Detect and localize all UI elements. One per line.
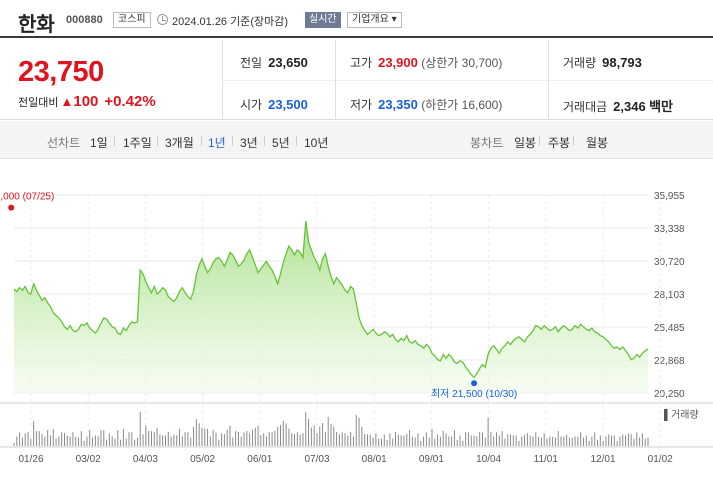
amount-label: 거래대금: [563, 100, 608, 114]
high-price: 고가 23,900 (상한가 30,700): [350, 54, 502, 71]
tab-3month[interactable]: 3개월: [165, 136, 194, 150]
x-tick-label: 12/01: [590, 454, 615, 465]
chart-period-tabs: 선차트 1일 1주일 3개월 1년 3년 5년 10년 봉차트 일봉 주봉 월봉: [0, 121, 713, 159]
current-price: 23,750: [18, 56, 104, 88]
high-label: 고가: [350, 56, 373, 70]
x-tick-label: 08/01: [362, 454, 387, 465]
market-badge: 코스피: [113, 12, 151, 28]
open-price: 시가 23,500: [240, 96, 308, 113]
divider: [232, 136, 233, 146]
line-chart-label: 선차트: [47, 136, 81, 150]
min-point-marker: [471, 380, 478, 387]
price-line: [13, 220, 649, 379]
trade-amount: 거래대금 2,346 백만: [563, 96, 673, 115]
divider: [157, 136, 158, 146]
divider: [201, 136, 202, 146]
divider: [573, 136, 574, 146]
prev-close: 전일 23,650: [240, 54, 308, 71]
max-label: 최고 34,000 (07/25): [0, 191, 54, 203]
change-value: 100: [73, 93, 99, 110]
x-tick-label: 06/01: [247, 454, 272, 465]
tab-5year[interactable]: 5년: [272, 136, 290, 150]
tab-1day[interactable]: 1일: [90, 136, 108, 150]
min-label: 최저 21,500 (10/30): [431, 388, 517, 400]
divider: [264, 136, 265, 146]
x-tick-label: 03/02: [76, 454, 101, 465]
x-tick-label: 10/04: [476, 454, 501, 465]
y-tick-label: 30,720: [654, 257, 685, 268]
x-tick-label: 11/01: [534, 454, 559, 465]
x-tick-label: 01/26: [18, 454, 43, 465]
y-tick-label: 33,338: [654, 224, 685, 235]
divider: [114, 136, 115, 146]
upper-limit: (상한가 30,700): [421, 56, 503, 70]
divider: [296, 136, 297, 146]
max-point-marker: [8, 204, 15, 211]
tab-daily-candle[interactable]: 일봉: [514, 136, 537, 150]
tab-monthly-candle[interactable]: 월봉: [586, 136, 609, 150]
base-date: 2024.01.26 기준(장마감): [172, 16, 289, 28]
tab-weekly-candle[interactable]: 주봉: [548, 136, 571, 150]
y-tick-label: 20,250: [654, 389, 685, 400]
stock-header: 한화 000880 코스피 2024.01.26 기준(장마감) 실시간 기업개…: [0, 0, 713, 38]
high-value: 23,900: [378, 55, 418, 70]
corp-info-dropdown[interactable]: 기업개요 ▾: [347, 12, 402, 28]
change-row: 전일대비 ▲100 +0.42%: [18, 93, 156, 110]
change-percent: +0.42%: [104, 93, 156, 110]
prev-value: 23,650: [268, 55, 308, 70]
lower-limit: (하한가 16,600): [421, 98, 503, 112]
tab-10year[interactable]: 10년: [304, 136, 329, 150]
volume: 거래량 98,793: [563, 54, 642, 71]
candle-chart-label: 봉차트: [470, 136, 504, 150]
low-price: 저가 23,350 (하한가 16,600): [350, 96, 502, 113]
divider: [539, 136, 540, 146]
y-tick-label: 25,485: [654, 323, 685, 334]
x-tick-label: 01/02: [648, 454, 673, 465]
price-chart-svg: 35,955 33,338 30,720 28,103 25,485 22,868 20,2…: [0, 191, 713, 465]
amount-unit: 백만: [649, 99, 673, 114]
volume-label: 거래량: [563, 56, 597, 70]
open-value: 23,500: [268, 97, 308, 112]
x-tick-label: 09/01: [419, 454, 444, 465]
tab-1week[interactable]: 1주일: [123, 136, 152, 150]
change-label: 전일대비: [18, 97, 59, 109]
price-summary: 23,750 전일대비 ▲100 +0.42% 전일 23,650 시가 23,500 …: [0, 40, 713, 120]
up-arrow-icon: ▲: [60, 94, 74, 109]
y-tick-label: 28,103: [654, 290, 685, 301]
volume-legend: ▌거래량: [664, 408, 699, 422]
price-chart: 35,955 33,338 30,720 28,103 25,485 22,868 20,2…: [0, 160, 713, 488]
divider: [548, 40, 549, 120]
realtime-button[interactable]: 실시간: [305, 12, 341, 28]
x-tick-label: 05/02: [190, 454, 215, 465]
volume-value: 98,793: [602, 55, 642, 70]
divider: [222, 80, 713, 81]
tab-3year[interactable]: 3년: [240, 136, 258, 150]
open-label: 시가: [240, 98, 263, 112]
tab-1year[interactable]: 1년: [208, 136, 226, 150]
low-label: 저가: [350, 98, 373, 112]
price-area: [14, 220, 648, 393]
y-tick-label: 22,868: [654, 356, 685, 367]
clock-icon: [157, 14, 168, 25]
stock-code: 000880: [66, 14, 103, 26]
divider: [335, 40, 336, 120]
stock-name: 한화: [18, 14, 55, 36]
low-value: 23,350: [378, 97, 418, 112]
x-tick-label: 07/03: [304, 454, 329, 465]
amount-value: 2,346: [613, 99, 646, 114]
prev-label: 전일: [240, 56, 263, 70]
x-tick-label: 04/03: [133, 454, 158, 465]
y-tick-label: 35,955: [654, 191, 685, 202]
